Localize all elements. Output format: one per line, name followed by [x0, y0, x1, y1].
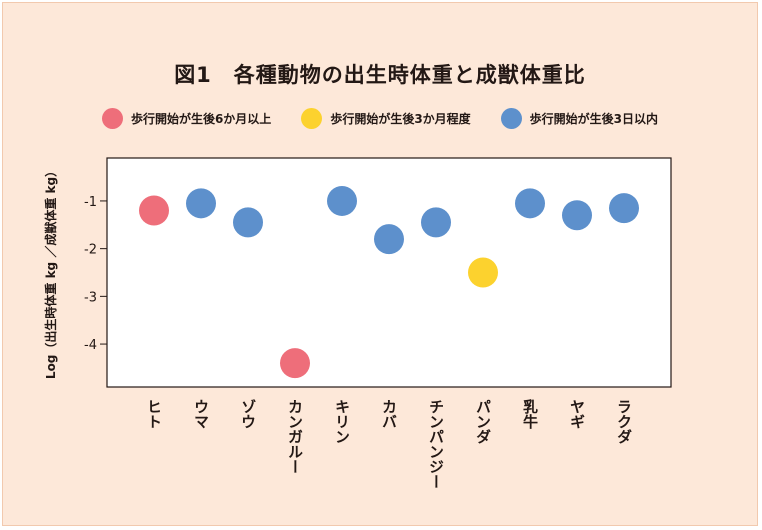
category-label: ヒト — [145, 399, 163, 429]
category-label: パンダ — [474, 399, 492, 444]
category-label: チンパンジー — [427, 399, 445, 489]
category-label: ウマ — [192, 399, 210, 429]
data-point — [186, 188, 216, 219]
data-point — [139, 195, 169, 226]
data-point — [562, 200, 592, 231]
category-label: カバ — [380, 399, 398, 429]
category-label: キリン — [333, 399, 351, 444]
data-point — [421, 207, 451, 238]
data-point — [374, 224, 404, 255]
data-point — [327, 185, 357, 216]
legend-item-6months: 歩行開始が生後6か月以上 — [101, 108, 272, 129]
chart-title: 図1 各種動物の出生時体重と成獣体重比 — [174, 63, 586, 87]
category-label: ゾウ — [239, 399, 257, 429]
legend-item-3months: 歩行開始が生後3か月程度 — [301, 108, 471, 129]
legend-dot-3months — [301, 108, 323, 129]
legend-label-3days: 歩行開始が生後3日以内 — [529, 112, 659, 126]
category-label: ヤギ — [568, 399, 586, 429]
y-tick-label: -3 — [84, 290, 97, 305]
data-points — [139, 185, 639, 379]
data-point — [280, 348, 310, 379]
data-point — [233, 207, 263, 238]
y-axis-label: Log（出生時体重 kg ／成獣体重 kg） — [43, 165, 58, 379]
chart-legend: 歩行開始が生後6か月以上 歩行開始が生後3か月程度 歩行開始が生後3日以内 — [3, 108, 757, 129]
data-point — [609, 193, 639, 224]
category-label: ラクダ — [615, 399, 633, 444]
data-point — [515, 188, 545, 219]
y-tick-label: -1 — [84, 195, 97, 210]
category-label: カンガルー — [286, 399, 304, 474]
legend-label-6months: 歩行開始が生後6か月以上 — [130, 112, 272, 126]
legend-dot-3days — [500, 108, 522, 129]
y-tick-label: -4 — [84, 338, 97, 353]
category-labels: ヒト ウマ ゾウ カンガルー キリン カバ チンパンジー パンダ 乳牛 ヤギ ラクダ — [145, 398, 633, 489]
data-point — [468, 257, 498, 288]
category-label: 乳牛 — [521, 398, 539, 430]
legend-label-3months: 歩行開始が生後3か月程度 — [330, 112, 471, 126]
legend-item-3days: 歩行開始が生後3日以内 — [500, 108, 659, 129]
y-tick-label: -2 — [84, 243, 97, 258]
legend-dot-6months — [101, 108, 123, 129]
y-axis-ticks: -1 -2 -3 -4 — [84, 195, 107, 353]
